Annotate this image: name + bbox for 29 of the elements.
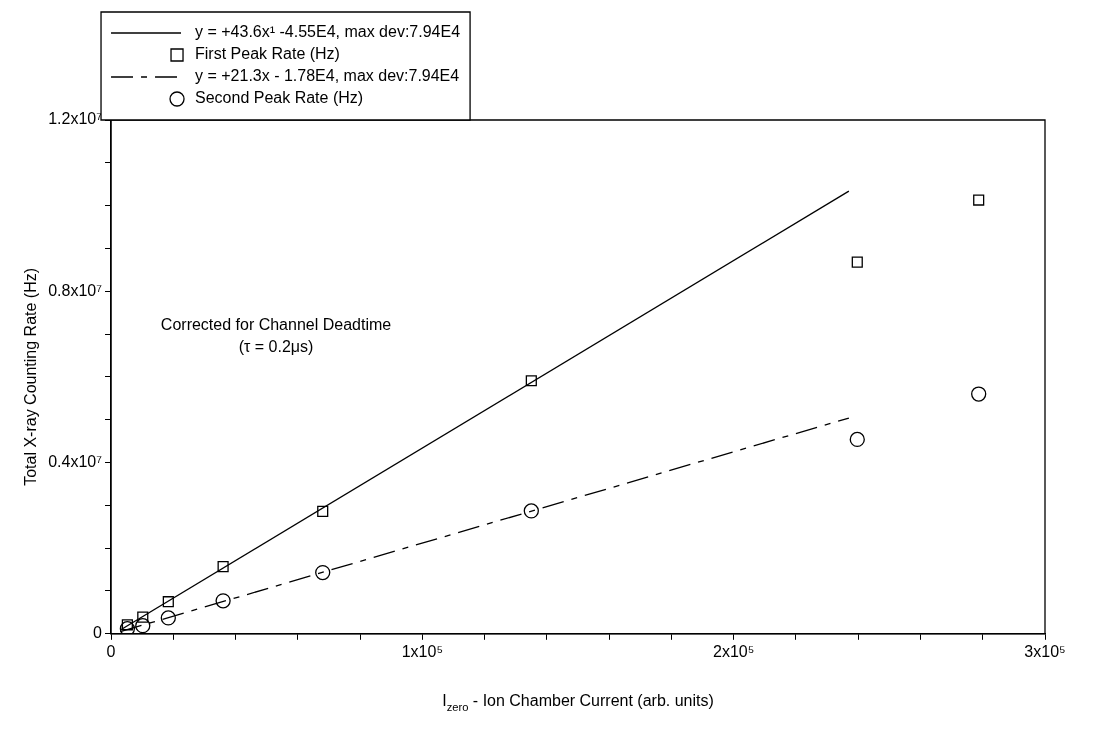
y-tick-label: 1.2x10⁷	[48, 110, 103, 128]
point	[851, 256, 863, 268]
annotation: (τ = 0.2μs)	[238, 337, 314, 355]
point	[523, 503, 539, 519]
annotation: Corrected for Channel Deadtime	[160, 315, 392, 333]
point	[217, 560, 229, 573]
y-tick-label: 0	[93, 624, 103, 642]
x-tick-label: 0	[106, 642, 116, 660]
legend-label: y = +21.3x - 1.78E4, max dev:7.94E4	[195, 67, 460, 85]
point	[315, 564, 331, 581]
point	[971, 386, 987, 402]
point	[849, 431, 865, 448]
y-axis-title: Total X-ray Counting Rate (Hz)	[22, 267, 40, 486]
point	[317, 505, 329, 517]
y-tick-label: 0.8x10⁷	[48, 281, 103, 299]
legend-label: First Peak Rate (Hz)	[195, 45, 340, 63]
point	[160, 610, 176, 626]
point	[162, 596, 174, 608]
point	[525, 375, 537, 387]
point	[135, 618, 151, 634]
point	[973, 194, 985, 206]
legend-label: Second Peak Rate (Hz)	[195, 89, 364, 107]
legend-label: y = +43.6x¹ -4.55E4, max dev:7.94E4	[195, 23, 461, 41]
x-tick-label: 1x10⁵	[401, 642, 444, 660]
x-tick-label: 3x10⁵	[1024, 642, 1066, 660]
point	[137, 611, 149, 623]
y-tick-label: 0.4x10⁷	[48, 452, 103, 470]
point	[215, 593, 231, 609]
x-tick-label: 2x10⁵	[713, 642, 755, 660]
